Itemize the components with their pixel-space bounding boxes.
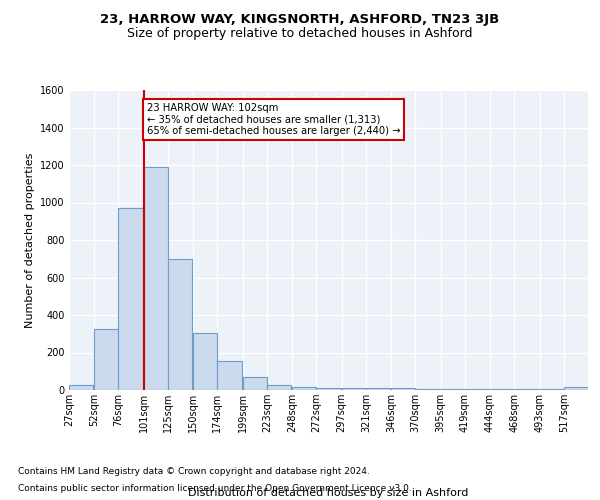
Bar: [292, 387, 316, 390]
Bar: [316, 388, 341, 390]
Bar: [391, 388, 415, 390]
Bar: [118, 208, 143, 390]
Bar: [490, 389, 514, 390]
Text: 23, HARROW WAY, KINGSNORTH, ASHFORD, TN23 3JB: 23, HARROW WAY, KINGSNORTH, ASHFORD, TN2…: [100, 12, 500, 26]
Bar: [366, 388, 390, 390]
Bar: [242, 377, 267, 390]
Bar: [440, 388, 465, 390]
Bar: [267, 386, 291, 390]
Text: Size of property relative to detached houses in Ashford: Size of property relative to detached ho…: [127, 28, 473, 40]
Bar: [69, 385, 93, 390]
Bar: [217, 361, 242, 390]
Bar: [564, 387, 588, 390]
Bar: [168, 259, 192, 390]
Bar: [465, 389, 489, 390]
Text: Contains HM Land Registry data © Crown copyright and database right 2024.: Contains HM Land Registry data © Crown c…: [18, 468, 370, 476]
Bar: [539, 389, 564, 390]
Y-axis label: Number of detached properties: Number of detached properties: [25, 152, 35, 328]
Bar: [144, 167, 168, 390]
Bar: [514, 389, 539, 390]
X-axis label: Distribution of detached houses by size in Ashford: Distribution of detached houses by size …: [188, 488, 469, 498]
Bar: [193, 333, 217, 390]
Bar: [94, 329, 118, 390]
Bar: [415, 388, 440, 390]
Text: 23 HARROW WAY: 102sqm
← 35% of detached houses are smaller (1,313)
65% of semi-d: 23 HARROW WAY: 102sqm ← 35% of detached …: [147, 103, 400, 136]
Bar: [341, 388, 366, 390]
Text: Contains public sector information licensed under the Open Government Licence v3: Contains public sector information licen…: [18, 484, 412, 493]
